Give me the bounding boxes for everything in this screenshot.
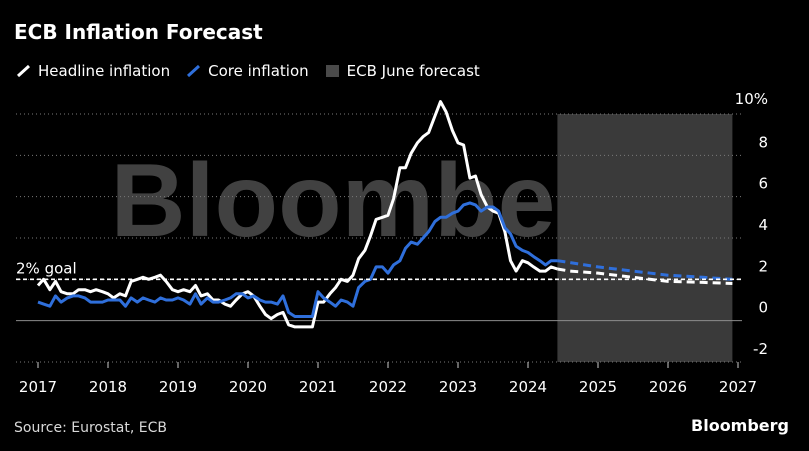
legend-item-forecast: ECB June forecast — [325, 62, 480, 80]
x-axis: 2017 2018 2019 2020 2021 2022 2023 2024 2025 2026… — [19, 362, 757, 396]
x-tick-label: 2024 — [509, 378, 547, 396]
series-lines — [36, 100, 733, 329]
legend-item-headline: Headline inflation — [16, 62, 170, 80]
series-line-0 — [36, 100, 558, 329]
legend-label-headline: Headline inflation — [38, 62, 171, 80]
legend-label-core: Core inflation — [208, 62, 309, 80]
x-tick-label: 2027 — [719, 378, 757, 396]
legend-item-core: Core inflation — [186, 62, 309, 80]
x-tick-label: 2019 — [159, 378, 197, 396]
y-axis: -2 0 2 4 6 8 10% — [735, 90, 768, 358]
legend-label-forecast: ECB June forecast — [346, 62, 480, 80]
x-tick-label: 2025 — [579, 378, 617, 396]
y-tick-label: 6 — [758, 175, 768, 193]
chart-title: ECB Inflation Forecast — [14, 20, 263, 44]
series-line-3 — [557, 259, 733, 281]
x-tick-label: 2020 — [229, 378, 267, 396]
x-tick-label: 2023 — [439, 378, 477, 396]
series-line-2 — [37, 201, 558, 318]
source-note: Source: Eurostat, ECB — [14, 420, 167, 436]
y-tick-label: 0 — [758, 299, 768, 317]
x-tick-label: 2022 — [369, 378, 407, 396]
core-swatch-icon — [187, 64, 201, 78]
y-tick-label: 2 — [758, 257, 768, 275]
y-tick-label: 8 — [758, 133, 768, 151]
legend: Headline inflation Core inflation ECB Ju… — [16, 62, 496, 80]
x-tick-label: 2018 — [89, 378, 127, 396]
y-tick-label: 4 — [758, 216, 768, 234]
y-tick-label: 10% — [735, 90, 768, 108]
x-tick-label: 2021 — [299, 378, 337, 396]
y-tick-label: -2 — [753, 340, 768, 358]
goal-label: 2% goal — [16, 259, 77, 277]
series-line-1 — [557, 267, 733, 285]
headline-swatch-icon — [16, 64, 31, 78]
brand-logo: Bloomberg — [691, 416, 789, 435]
x-tick-label: 2017 — [19, 378, 57, 396]
x-tick-label: 2026 — [649, 378, 687, 396]
goal-line: 2% goal — [16, 259, 742, 281]
forecast-swatch-icon — [325, 65, 339, 77]
